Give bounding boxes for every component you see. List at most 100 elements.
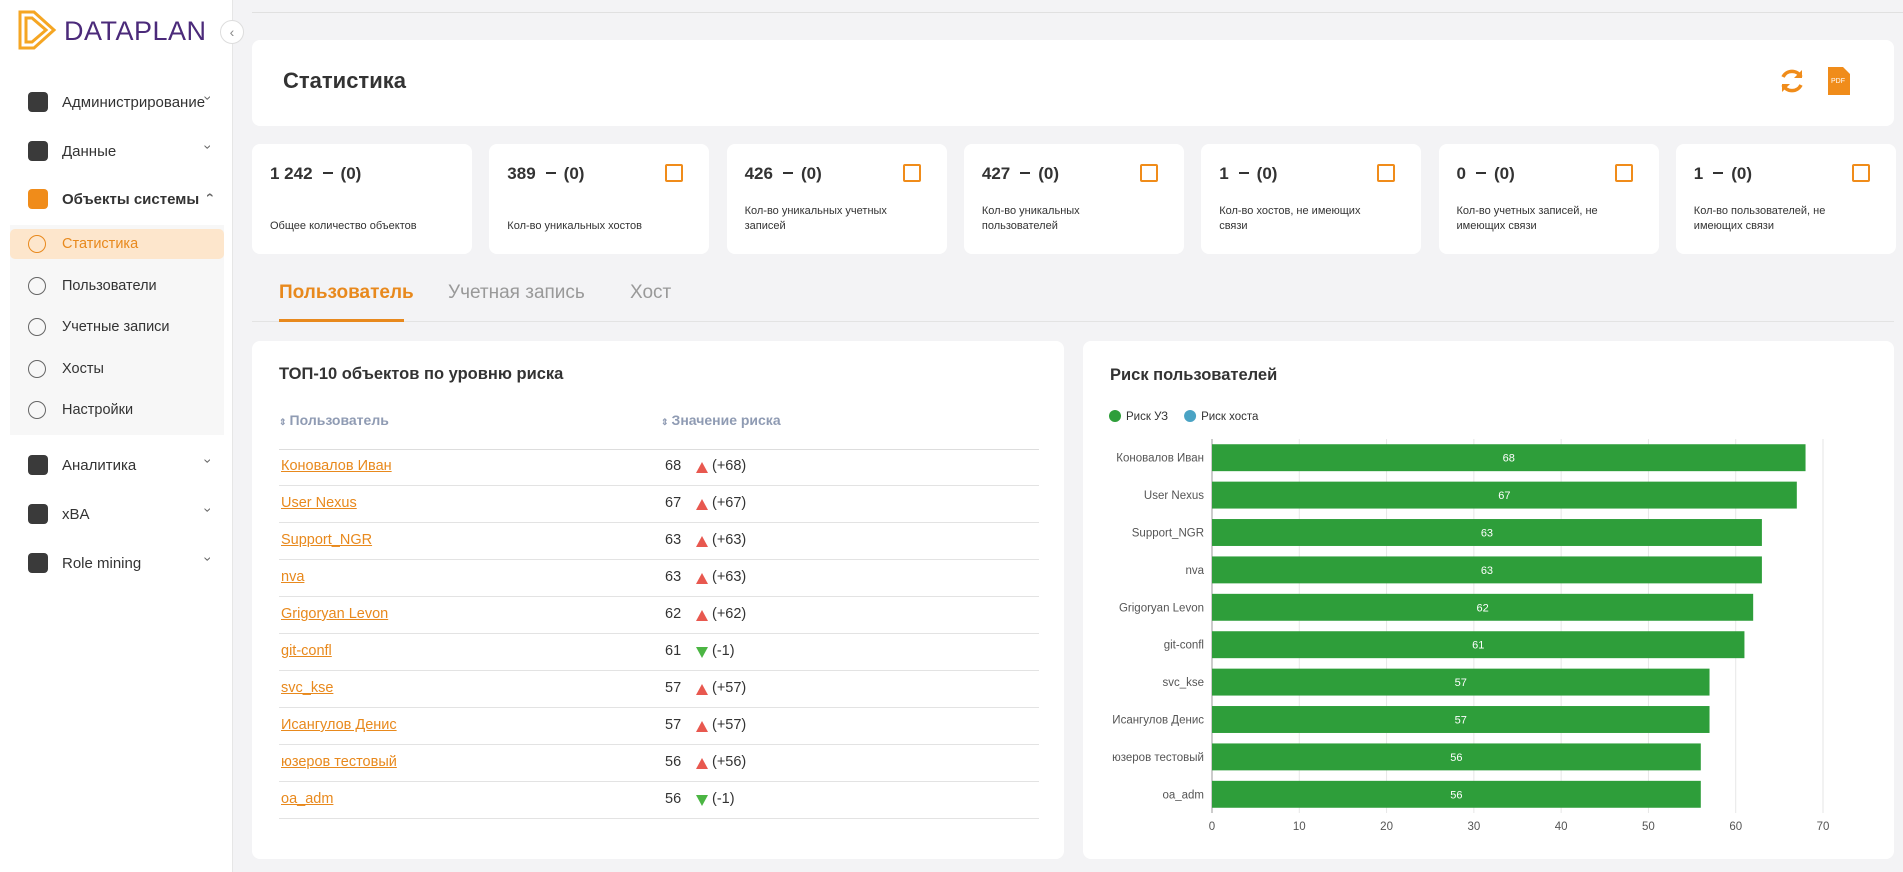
menu-item[interactable]: xBA › [28,504,216,524]
tabs-line [252,321,1894,322]
submenu-item[interactable]: Статистика [10,229,224,259]
menu-item[interactable]: Данные › [28,141,216,161]
svg-text:PDF: PDF [1831,78,1845,85]
card-delta: (0) [1038,164,1060,183]
user-link[interactable]: oa_adm [281,791,334,807]
risk-change: (+56) [712,754,747,770]
card-label: Кол-во уникальных хостов [507,220,643,232]
y-tick-label: User Nexus [1144,490,1204,502]
menu-icon [28,504,48,524]
stat-card: 427 (0) Кол-во уникальных пользователей [963,144,1184,254]
submenu-item[interactable]: Пользователи [10,271,224,301]
link-icon[interactable] [902,164,921,182]
table-title: ТОП-10 объектов по уровню риска [279,365,564,383]
card-value: 1 (0) [1219,164,1277,184]
user-link[interactable]: юзеров тестовый [281,754,397,770]
chevron: › [200,458,217,464]
row-line [279,670,1039,671]
menu-icon [28,141,48,161]
stat-card: 426 (0) Кол-во уникальных учетных записей [726,144,947,254]
page-title: Статистика [283,68,406,93]
tab[interactable]: Учетная запись [448,282,585,303]
link-icon[interactable] [1377,164,1396,182]
bar-label: 61 [1472,640,1484,652]
menu-item[interactable]: Администрирование › [28,92,216,112]
menu-icon [28,92,48,112]
y-tick-label: nva [1185,565,1204,577]
user-link[interactable]: Grigoryan Levon [281,606,389,622]
risk-change: (+57) [712,717,747,733]
menu-label: Аналитика [62,456,137,474]
risk-change: (-1) [712,643,735,659]
y-tick-label: Grigoryan Levon [1119,602,1204,614]
card-label: Кол-во уникальных учетных записей [744,205,887,232]
user-link[interactable]: User Nexus [281,495,357,511]
bar-label: 56 [1450,752,1462,764]
user-link[interactable]: Исангулов Денис [281,717,397,733]
bar [1212,668,1710,696]
chart: Риск УЗ Риск хоста 0 10 20 30 40 50 60 70 Коновало… [1109,410,1829,833]
card-number: 389 [507,164,536,183]
bar-label: 62 [1476,602,1488,614]
card-number: 1 [1693,164,1704,183]
bar [1212,556,1762,584]
risk-value: 63 [665,532,682,548]
link-icon[interactable] [1139,164,1158,182]
legend-swatch [1109,410,1121,422]
card-number: 1 [1219,164,1229,183]
link-icon[interactable] [1851,164,1870,182]
card-number: 427 [981,164,1011,183]
y-tick-label: oa_adm [1162,789,1204,801]
bar-label: 63 [1481,528,1493,540]
tab[interactable]: Хост [630,282,672,303]
card-label: Кол-во хостов, не имеющих связи [1219,205,1361,232]
header-line [279,449,1039,450]
tab[interactable]: Пользователь [279,282,414,303]
sort-icon: ⇕ [279,417,287,427]
refresh-button[interactable] [1777,66,1807,96]
risk-change: (-1) [712,791,735,807]
logo-icon [18,10,57,50]
user-link[interactable]: Support_NGR [281,532,373,548]
row-line [279,559,1039,560]
y-tick-label: git-confl [1164,640,1204,652]
bar-label: 57 [1455,715,1467,727]
user-link[interactable]: Коновалов Иван [281,458,392,474]
column-header[interactable]: ⇕ Значение риска [661,412,781,428]
risk-change: (+57) [712,680,747,696]
submenu-item[interactable]: Учетные записи [10,312,224,342]
menu-label: Role mining [62,554,142,572]
menu-label: xBA [62,505,90,523]
column-header[interactable]: ⇕ Пользователь [279,412,389,428]
stat-card: 1 242 (0) Общее количество объектов [252,144,472,254]
x-tick-label: 50 [1642,821,1655,833]
chevron: › [200,144,217,150]
menu-item[interactable]: Role mining › [28,553,216,573]
bar [1212,631,1745,659]
risk-value: 68 [665,458,682,474]
link-icon[interactable] [665,164,684,182]
user-link[interactable]: git-confl [281,643,332,659]
user-link[interactable]: svc_kse [281,680,334,696]
menu-item[interactable]: Аналитика › [28,455,216,475]
card-delta: (0) [800,164,822,183]
card-delta: (0) [340,164,362,183]
pdf-button[interactable]: PDF [1826,65,1852,97]
link-icon[interactable] [1614,164,1633,182]
card-label: Кол-во пользователей, не имеющих связи [1693,205,1826,232]
y-tick-label: svc_kse [1162,677,1204,689]
card-delta: (0) [1731,164,1753,183]
submenu-icon [28,401,46,419]
submenu-item[interactable]: Настройки [10,395,224,425]
bar [1212,481,1797,509]
menu-icon [28,455,48,475]
menu-item[interactable]: Объекты системы › [28,189,216,209]
user-link[interactable]: nva [281,569,305,585]
submenu-item[interactable]: Хосты [10,354,224,384]
card-dash [545,172,556,174]
collapse-button[interactable]: ‹ [220,20,244,44]
row-line [279,485,1039,486]
risk-value: 56 [665,754,682,770]
x-tick-label: 20 [1380,821,1393,833]
x-tick-label: 10 [1293,821,1306,833]
